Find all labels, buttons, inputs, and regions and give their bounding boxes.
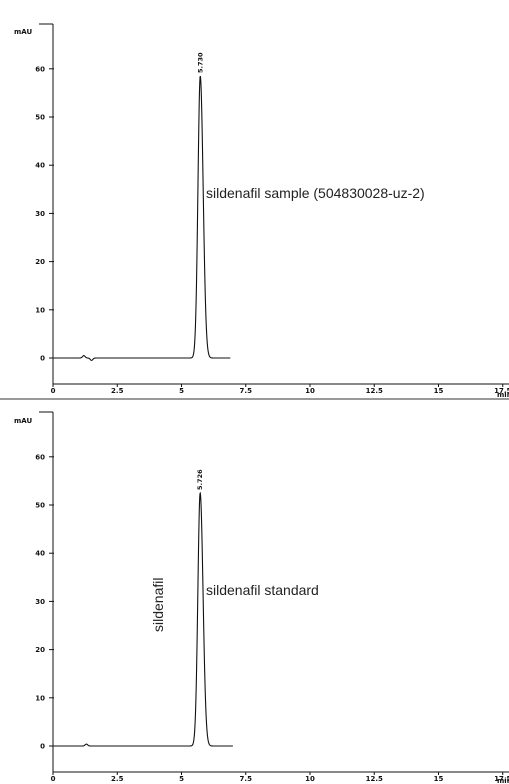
x-axis-unit-label: min (497, 391, 509, 399)
x-tick-label: 12.5 (366, 775, 383, 783)
x-tick-label: 15 (434, 775, 444, 783)
y-tick-label: 20 (35, 258, 45, 266)
x-tick-label: 17.5 (494, 387, 509, 395)
x-tick-label: 15 (434, 387, 444, 395)
chromatogram-trace (53, 75, 231, 361)
y-tick-label: 50 (35, 114, 45, 122)
y-tick-label: 60 (35, 453, 45, 461)
x-tick-label: 10 (305, 387, 315, 395)
standard-annotation: sildenafil standard (206, 582, 319, 598)
y-tick-label: 20 (35, 646, 45, 654)
x-tick-label: 7.5 (240, 387, 253, 395)
x-tick-label: 0 (51, 775, 56, 783)
x-tick-label: 17.5 (494, 775, 509, 783)
standard-chromatogram-panel: mAU min sildenafil standard sildenafil 0… (14, 411, 509, 784)
x-tick-label: 10 (305, 775, 315, 783)
y-tick-label: 30 (35, 598, 45, 606)
x-tick-label: 12.5 (366, 387, 383, 395)
y-tick-label: 50 (35, 502, 45, 510)
x-tick-label: 2.5 (111, 387, 124, 395)
y-axis-unit-label: mAU (14, 28, 32, 36)
y-tick-label: 0 (40, 743, 45, 751)
peak-retention-label: 5.726 (196, 469, 204, 490)
peak-retention-label: 5.730 (196, 52, 204, 73)
y-tick-label: 30 (35, 210, 45, 218)
y-tick-label: 10 (35, 694, 45, 702)
chromatogram-trace (53, 491, 233, 747)
x-tick-label: 7.5 (240, 775, 253, 783)
x-tick-label: 2.5 (111, 775, 124, 783)
x-axis-unit-label: min (497, 777, 509, 784)
y-axis-unit-label: mAU (14, 417, 32, 425)
sample-chromatogram-panel: mAU min sildenafil sample (504830028-uz-… (14, 23, 509, 399)
y-tick-label: 40 (35, 162, 45, 170)
x-tick-label: 5 (179, 387, 184, 395)
x-tick-label: 0 (51, 387, 56, 395)
y-tick-label: 0 (40, 355, 45, 363)
y-tick-label: 40 (35, 550, 45, 558)
y-tick-label: 10 (35, 306, 45, 314)
y-tick-label: 60 (35, 65, 45, 73)
peak-name-label: sildenafil (150, 578, 166, 632)
sample-annotation: sildenafil sample (504830028-uz-2) (206, 185, 425, 201)
x-tick-label: 5 (179, 775, 184, 783)
